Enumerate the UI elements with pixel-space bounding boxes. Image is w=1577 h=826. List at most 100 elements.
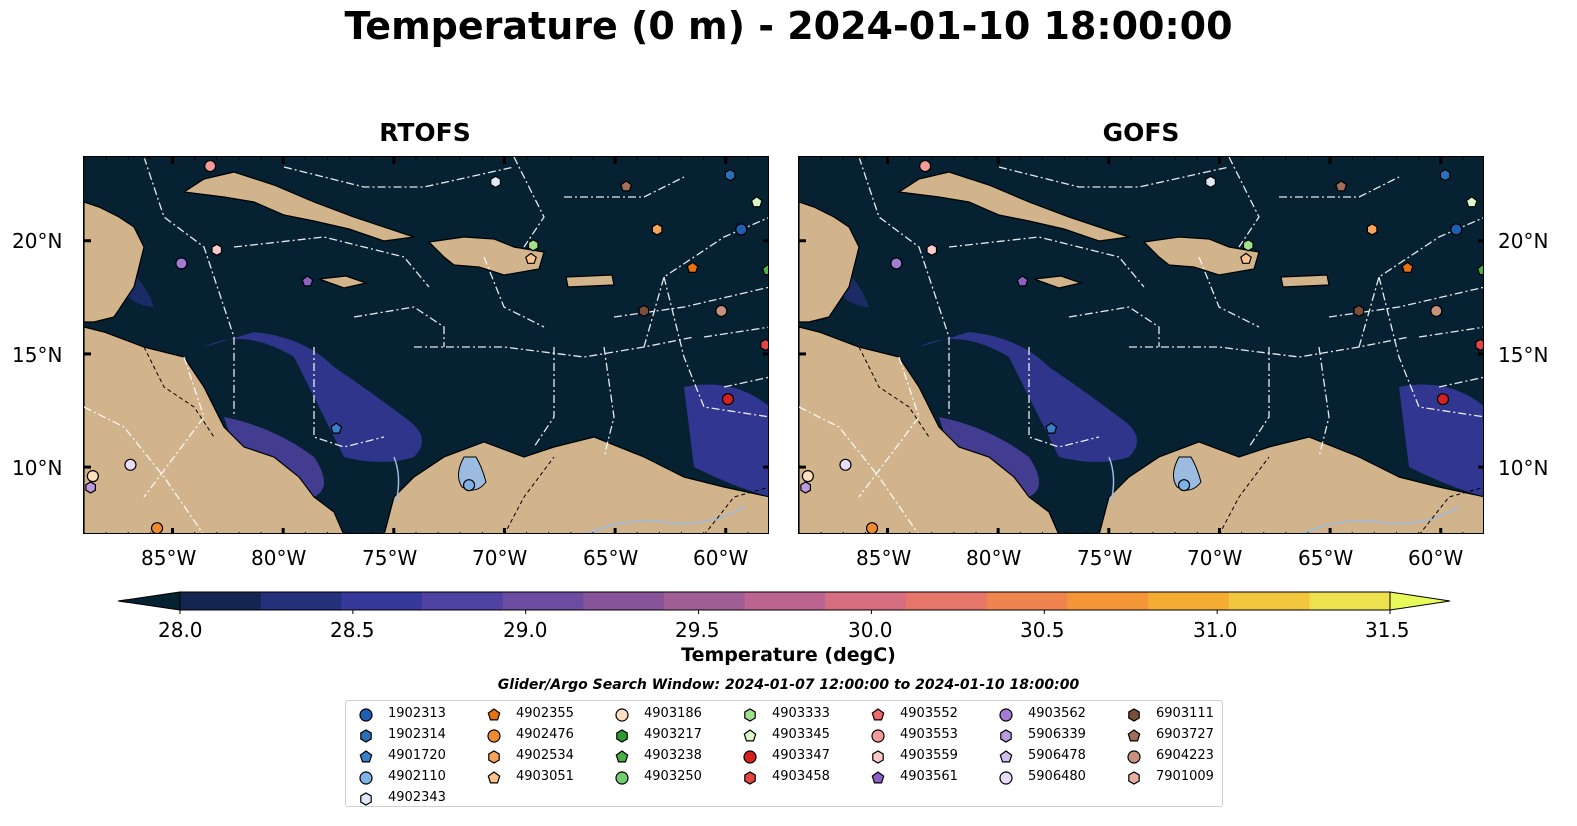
south-america-land xyxy=(383,436,768,533)
colorbar-tick-label: 28.0 xyxy=(158,618,203,642)
boundary-line xyxy=(723,376,768,388)
colorbar-segment xyxy=(1067,592,1149,610)
colorbar-segment xyxy=(1309,592,1391,610)
float-marker xyxy=(839,458,852,471)
float-marker xyxy=(175,257,188,270)
lon-tick-label: 65°W xyxy=(1298,546,1354,570)
border-line xyxy=(1419,487,1483,533)
lon-tick-label: 60°W xyxy=(693,546,749,570)
colorbar-segment xyxy=(825,592,907,610)
boundary-line xyxy=(703,326,768,338)
lon-tick-label: 85°W xyxy=(141,546,197,570)
panel-title-gofs: GOFS xyxy=(1102,118,1180,147)
circle-marker-icon xyxy=(615,771,629,785)
pentagon-marker-icon xyxy=(743,729,757,742)
circle-marker-icon xyxy=(359,771,373,785)
figure-title: Temperature (0 m) - 2024-01-10 18:00:00 xyxy=(344,4,1233,48)
float-marker xyxy=(1475,338,1483,352)
hexagon-marker-icon xyxy=(1000,729,1012,743)
float-marker xyxy=(150,522,164,533)
colorbar-tick-label: 30.5 xyxy=(1020,618,1065,642)
legend-entry-label: 4903333 xyxy=(772,706,830,721)
border-line xyxy=(1219,456,1270,533)
jamaica-land xyxy=(318,275,369,289)
float-marker xyxy=(735,223,748,236)
pentagon-marker-icon xyxy=(871,771,885,784)
boundary-line xyxy=(1129,336,1410,358)
cuba-land xyxy=(897,171,1130,242)
pentagon-marker-icon xyxy=(1127,729,1141,742)
boundary-line xyxy=(1418,326,1483,338)
float-marker xyxy=(760,338,768,352)
legend-entry-label: 4903561 xyxy=(900,769,958,784)
hexagon-marker-icon xyxy=(1128,708,1140,722)
colorbar-frame xyxy=(179,591,1391,611)
colorbar-segment xyxy=(986,592,1068,610)
hexagon-marker-icon xyxy=(360,729,372,743)
legend-entry-label: 4903238 xyxy=(644,748,702,763)
float-marker xyxy=(124,458,137,471)
colorbar-tick-label: 30.0 xyxy=(848,618,893,642)
map-panel-gofs[interactable] xyxy=(798,156,1484,534)
border-line xyxy=(504,456,555,533)
float-marker xyxy=(1439,168,1451,182)
warm-water-east xyxy=(1399,384,1483,497)
boundary-line xyxy=(998,166,1230,188)
border-line xyxy=(704,487,768,533)
circle-marker-icon xyxy=(871,729,885,743)
legend-entry-label: 1902314 xyxy=(388,727,446,742)
lat-tick-label: 10°N xyxy=(12,456,63,480)
legend-entry-label: 4903559 xyxy=(900,748,958,763)
boundary-line xyxy=(1198,256,1260,328)
legend-entry-label: 4901720 xyxy=(388,748,446,763)
hexagon-marker-icon xyxy=(488,750,500,764)
float-marker xyxy=(856,157,866,159)
boundary-line xyxy=(1228,157,1260,248)
river xyxy=(1108,456,1115,503)
colorbar-segment xyxy=(502,592,584,610)
float-marker xyxy=(1240,252,1252,264)
mexico-yucatan-land xyxy=(799,201,860,323)
pentagon-marker-icon xyxy=(999,750,1013,763)
boundary-line xyxy=(1248,347,1270,448)
colorbar-tick-label: 31.0 xyxy=(1193,618,1238,642)
river xyxy=(586,506,745,533)
float-marker xyxy=(1430,304,1443,318)
central-america-land xyxy=(799,326,1059,533)
hexagon-marker-icon xyxy=(1128,771,1140,785)
float-marker xyxy=(204,159,217,173)
float-marker xyxy=(141,157,151,159)
lat-tick-label: 20°N xyxy=(1498,229,1549,253)
legend-entry-label: 4903186 xyxy=(644,706,702,721)
pentagon-marker-icon xyxy=(487,708,501,721)
map-panel-rtofs[interactable] xyxy=(83,156,769,534)
legend-entry-label: 4902534 xyxy=(516,748,574,763)
lon-tick-label: 70°W xyxy=(1187,546,1243,570)
lon-tick-label: 85°W xyxy=(856,546,912,570)
hispaniola-land xyxy=(427,236,545,276)
legend: 1902313 1902314 4901720 4902110 4902343 49023… xyxy=(345,700,1223,807)
legend-entry-label: 4902355 xyxy=(516,706,574,721)
legend-entry-label: 6904223 xyxy=(1156,748,1214,763)
colorbar-label: Temperature (degC) xyxy=(681,644,896,666)
colorbar-segment xyxy=(744,592,826,610)
legend-entry-label: 4903347 xyxy=(772,748,830,763)
lat-tick-label: 15°N xyxy=(1498,343,1549,367)
float-marker xyxy=(761,263,768,276)
float-marker xyxy=(1177,479,1191,492)
boundary-line xyxy=(513,157,545,248)
lon-tick-label: 75°W xyxy=(362,546,418,570)
lon-tick-label: 80°W xyxy=(251,546,307,570)
legend-entry-label: 4902476 xyxy=(516,727,574,742)
colorbar-tick-label: 28.5 xyxy=(330,618,375,642)
boundary-line xyxy=(799,406,919,533)
border-line xyxy=(858,346,930,438)
legend-title: Glider/Argo Search Window: 2024-01-07 12… xyxy=(497,677,1080,693)
legend-entry-label: 4903552 xyxy=(900,706,958,721)
central-america-land xyxy=(84,326,344,533)
boundary-line xyxy=(84,406,204,533)
pentagon-marker-icon xyxy=(359,750,373,763)
circle-marker-icon xyxy=(615,708,629,722)
boundary-line xyxy=(1028,347,1100,448)
float-marker xyxy=(330,422,343,434)
